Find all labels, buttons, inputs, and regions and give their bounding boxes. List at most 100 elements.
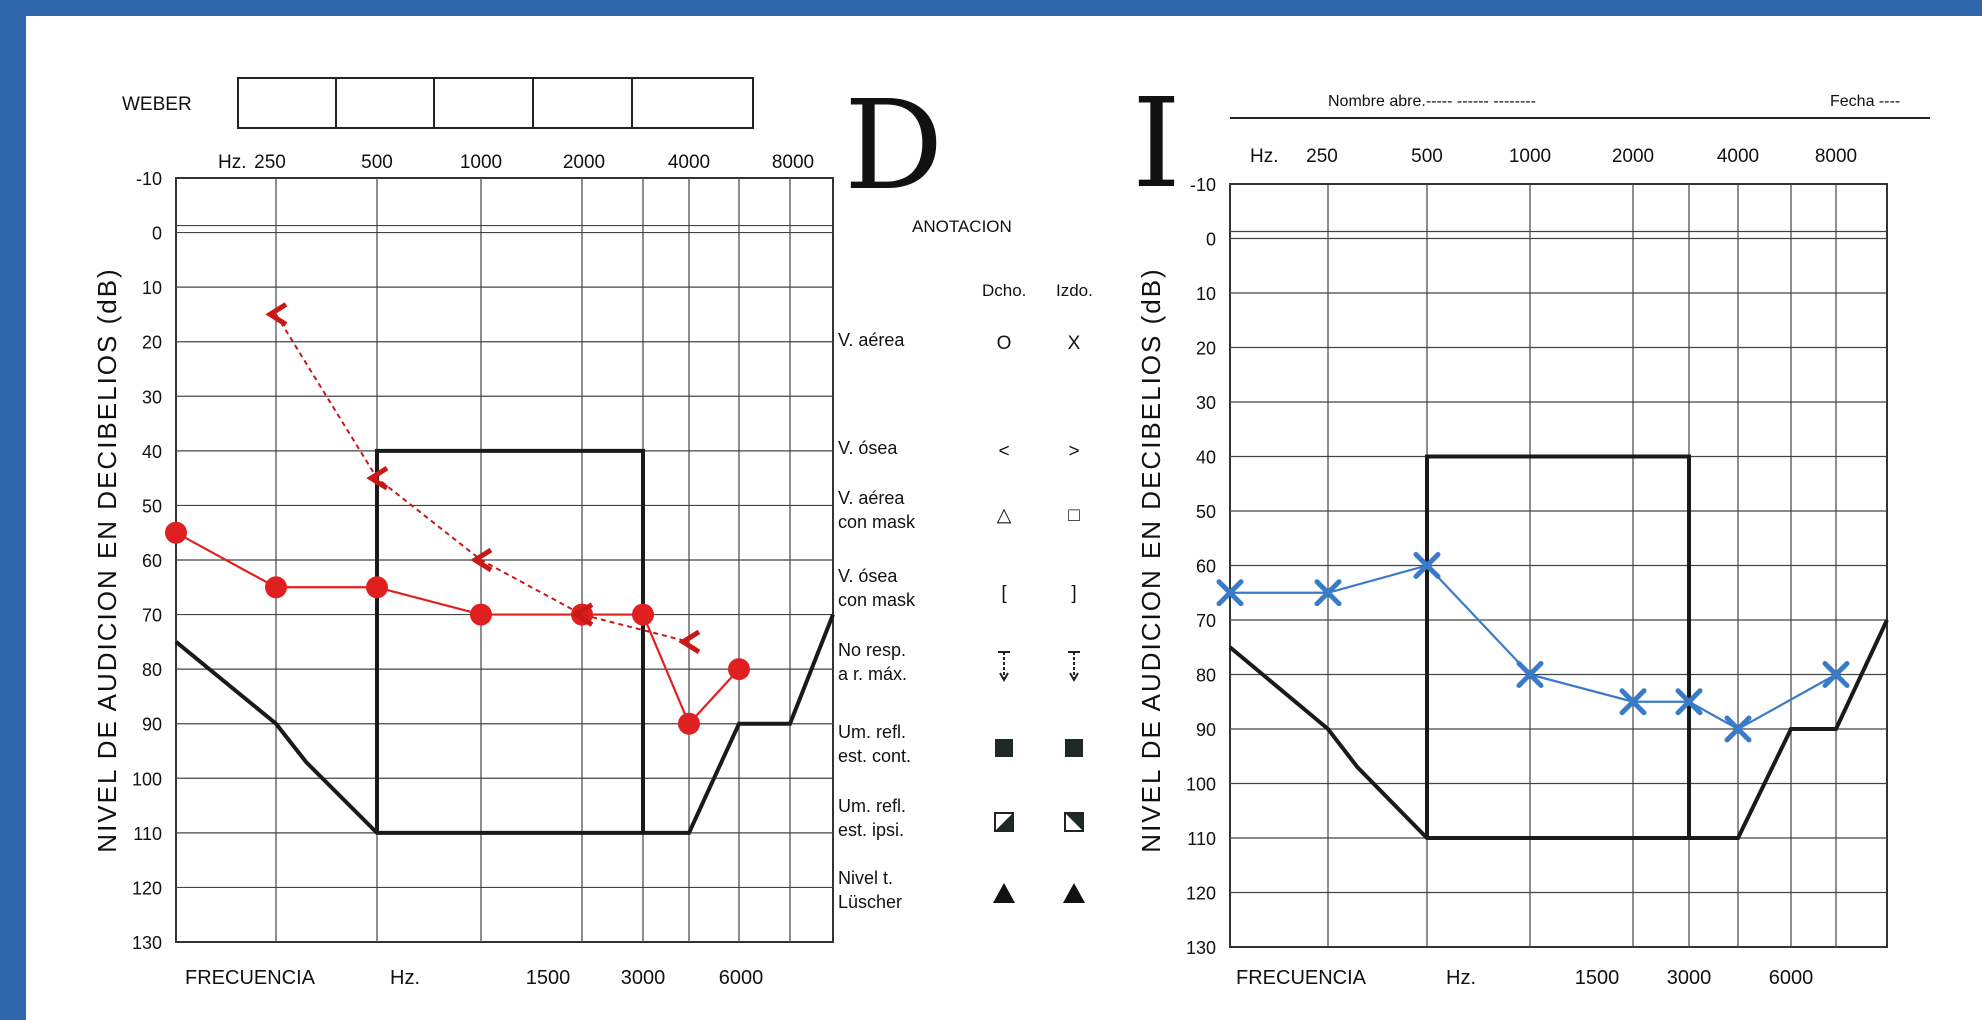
y-tick-label: 80 bbox=[142, 660, 162, 680]
x-bottom-tick-label: 6000 bbox=[1769, 967, 1814, 989]
legend-title: ANOTACION bbox=[912, 217, 1012, 236]
x-axis-label-left: FRECUENCIA bbox=[1236, 967, 1367, 989]
x-bottom-tick-label: 1500 bbox=[1575, 967, 1620, 989]
y-tick-label: -10 bbox=[1190, 175, 1216, 195]
y-tick-label: 40 bbox=[142, 442, 162, 462]
left-legend-symbol: ] bbox=[1071, 583, 1076, 604]
y-tick-label: 20 bbox=[142, 333, 162, 353]
half-filled-square-icon bbox=[1064, 812, 1084, 832]
legend-row-label: V. aérea bbox=[838, 330, 905, 350]
speech-banana-lower bbox=[1228, 619, 1889, 840]
right-legend-symbol: O bbox=[997, 333, 1012, 354]
weber-box: WEBER bbox=[122, 77, 754, 129]
x-bottom-tick-label: 1500 bbox=[526, 967, 571, 989]
speech-banana-box bbox=[1425, 454, 1691, 838]
right-legend-symbol: [ bbox=[1001, 583, 1007, 604]
blue-border-left bbox=[0, 0, 26, 1020]
y-tick-label: 50 bbox=[142, 496, 162, 516]
filled-triangle-icon bbox=[1063, 883, 1085, 903]
x-top-tick-label: 2000 bbox=[563, 152, 605, 173]
audiogram-right-ear: -10 0 10 20 30 40 50 60 70 80 90 100 110 120 130 250 500… bbox=[132, 152, 835, 989]
x-axis-label-right: FRECUENCIA bbox=[185, 967, 316, 989]
filled-square-icon bbox=[1065, 739, 1083, 757]
x-top-tick-label: 500 bbox=[1411, 146, 1443, 167]
y-tick-label: 0 bbox=[1206, 230, 1216, 250]
legend-row-label: V. ósea bbox=[838, 566, 898, 586]
legend-row-label: Nivel t. bbox=[838, 868, 893, 888]
x-top-tick-label: 2000 bbox=[1612, 146, 1654, 167]
right-legend-symbol: △ bbox=[997, 505, 1012, 526]
y-axis-label-left: NIVEL DE AUDICION EN DECIBELIOS (dB) bbox=[1136, 267, 1166, 852]
y-tick-label: 120 bbox=[1186, 884, 1216, 904]
air-conduction-right-point bbox=[165, 521, 187, 544]
bone-conduction-right-point bbox=[571, 602, 594, 627]
legend-row-sublabel: Lüscher bbox=[838, 892, 902, 912]
bone-conduction-right-point bbox=[265, 302, 288, 327]
air-conduction-right-point bbox=[728, 658, 750, 681]
y-tick-label: 60 bbox=[1196, 557, 1216, 577]
legend-row-sublabel: est. ipsi. bbox=[838, 820, 904, 840]
air-conduction-left-point bbox=[1516, 661, 1544, 688]
x-top-tick-label: 4000 bbox=[668, 152, 710, 173]
audiogram-left-ear: -10 0 10 20 30 40 50 60 70 80 90 100 110 120 130 250 500… bbox=[1186, 146, 1889, 989]
legend-row-label: No resp. bbox=[838, 640, 906, 660]
x-axis-unit-right: Hz. bbox=[390, 967, 420, 989]
right-ear-letter: D bbox=[844, 74, 943, 218]
y-tick-label: 30 bbox=[142, 387, 162, 407]
y-tick-label: 100 bbox=[1186, 775, 1216, 795]
speech-banana-lower bbox=[174, 613, 835, 835]
series-line bbox=[175, 531, 740, 726]
legend-row-sublabel: a r. máx. bbox=[838, 664, 907, 684]
x-top-tick-label: 500 bbox=[361, 152, 393, 173]
air-conduction-left-point bbox=[1413, 552, 1441, 579]
blue-border-top bbox=[0, 0, 1982, 16]
air-conduction-left-point bbox=[1675, 688, 1703, 716]
y-tick-label: 110 bbox=[1187, 829, 1216, 849]
legend-col-left: Izdo. bbox=[1056, 281, 1093, 300]
x-top-tick-label: 1000 bbox=[1509, 146, 1551, 167]
y-axis-label-right: NIVEL DE AUDICION EN DECIBELIOS (dB) bbox=[92, 267, 122, 852]
x-bottom-tick-label: 3000 bbox=[1667, 967, 1712, 989]
left-legend-symbol: > bbox=[1068, 441, 1079, 462]
air-conduction-left-point bbox=[1724, 715, 1752, 743]
air-conduction-left-point bbox=[1216, 579, 1244, 607]
x-top-tick-label: 250 bbox=[254, 152, 286, 173]
legend-row-label: V. ósea bbox=[838, 438, 898, 458]
speech-banana-box bbox=[375, 448, 645, 833]
legend-col-right: Dcho. bbox=[982, 281, 1026, 300]
filled-square-icon bbox=[995, 739, 1013, 757]
y-tick-label: 100 bbox=[132, 769, 162, 789]
y-tick-label: 60 bbox=[142, 551, 162, 571]
y-tick-label: 30 bbox=[1196, 393, 1216, 413]
x-top-tick-label: 250 bbox=[1306, 146, 1338, 167]
bone-conduction-right-point bbox=[366, 466, 389, 491]
right-legend-symbol: < bbox=[998, 441, 1009, 462]
y-tick-label: 70 bbox=[142, 606, 162, 626]
y-tick-label: -10 bbox=[136, 169, 162, 189]
top-hz-label-left: Hz. bbox=[1250, 146, 1279, 167]
y-tick-label: 80 bbox=[1196, 666, 1216, 686]
annotation-legend: ANOTACION Dcho. Izdo. V. aérea O X V. ósea <… bbox=[838, 217, 1093, 912]
air-conduction-right-point bbox=[678, 712, 700, 735]
x-top-tick-label: 4000 bbox=[1717, 146, 1759, 167]
weber-cells bbox=[237, 77, 754, 129]
top-hz-label-right: Hz. bbox=[218, 152, 247, 173]
legend-row-sublabel: con mask bbox=[838, 590, 916, 610]
filled-triangle-icon bbox=[993, 883, 1015, 903]
legend-row-label: Um. refl. bbox=[838, 722, 906, 742]
x-bottom-tick-label: 3000 bbox=[621, 967, 666, 989]
bone-conduction-right-point bbox=[678, 629, 701, 654]
series-line bbox=[275, 313, 690, 643]
y-tick-label: 90 bbox=[1196, 720, 1216, 740]
air-conduction-right-point bbox=[470, 603, 492, 626]
y-tick-label: 50 bbox=[1196, 502, 1216, 522]
air-conduction-right-point bbox=[632, 603, 654, 626]
y-tick-label: 10 bbox=[1196, 284, 1216, 304]
legend-row-label: V. aérea bbox=[838, 488, 905, 508]
air-conduction-right-point bbox=[366, 576, 388, 599]
y-tick-label: 70 bbox=[1196, 611, 1216, 631]
legend-row-sublabel: con mask bbox=[838, 512, 916, 532]
half-filled-square-icon bbox=[994, 812, 1014, 832]
left-legend-symbol: X bbox=[1068, 333, 1081, 354]
